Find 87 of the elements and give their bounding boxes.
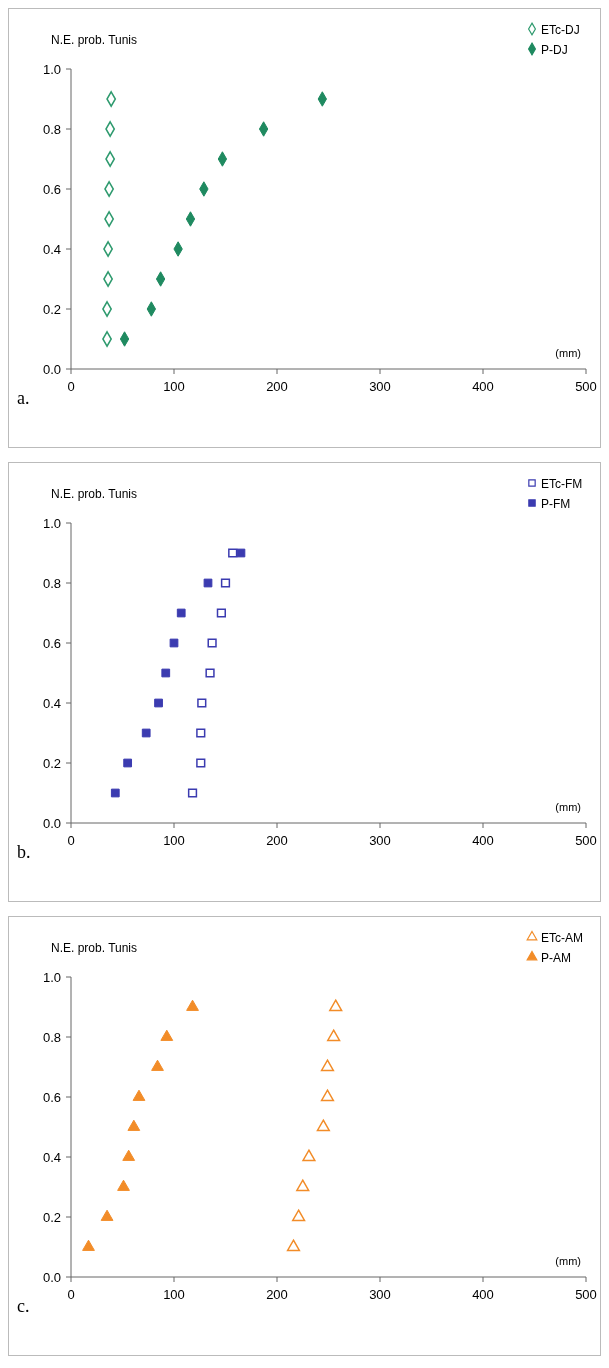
x-axis-title: (mm)	[555, 1255, 581, 1267]
point	[160, 1029, 174, 1041]
point	[127, 1119, 141, 1131]
y-tick-label: 1.0	[42, 970, 61, 985]
y-tick-label: 1.0	[42, 62, 61, 77]
x-tick-label: 100	[163, 833, 185, 848]
x-tick-label: 400	[472, 1287, 494, 1302]
point	[100, 1209, 114, 1221]
point	[176, 608, 186, 618]
x-tick-label: 500	[575, 379, 597, 394]
legend-label: ETc-FM	[541, 477, 583, 491]
point	[197, 698, 207, 708]
legend-label: ETc-AM	[541, 931, 583, 945]
point	[302, 1149, 316, 1162]
x-axis-title: (mm)	[555, 801, 581, 813]
point	[220, 578, 231, 588]
x-tick-label: 0	[67, 833, 75, 848]
y-tick-label: 0.4	[42, 696, 61, 711]
point	[187, 788, 198, 798]
point	[320, 1059, 335, 1072]
x-tick-label: 0	[67, 1287, 75, 1302]
x-tick-label: 0	[67, 379, 75, 394]
y-tick-label: 0.0	[42, 362, 61, 377]
point	[110, 788, 120, 798]
y-tick-label: 0.6	[42, 1090, 61, 1105]
point	[117, 1179, 130, 1191]
point	[205, 668, 215, 678]
y-axis-title: N.E. prob. Tunis	[51, 941, 138, 955]
point	[154, 698, 163, 708]
y-tick-label: 0.0	[42, 816, 61, 831]
text: b.	[17, 842, 31, 862]
x-tick-label: 100	[163, 379, 185, 394]
y-axis-title: N.E. prob. Tunis	[51, 487, 138, 501]
point	[236, 548, 246, 558]
point	[228, 548, 238, 558]
point	[296, 1179, 310, 1192]
x-tick-label: 400	[472, 833, 494, 848]
point	[123, 758, 133, 768]
x-tick-label: 300	[369, 833, 391, 848]
x-tick-label: 500	[575, 833, 597, 848]
text: a.	[17, 388, 30, 408]
point	[203, 578, 213, 588]
point	[82, 1239, 95, 1251]
point	[196, 758, 206, 768]
point	[141, 728, 151, 738]
legend-label: P-DJ	[541, 43, 568, 57]
x-tick-label: 100	[163, 1287, 185, 1302]
point	[169, 638, 179, 648]
x-tick-label: 300	[369, 379, 391, 394]
point	[216, 608, 226, 618]
point	[327, 1029, 341, 1042]
point	[132, 1089, 146, 1101]
point	[320, 1089, 335, 1102]
legend-label: P-FM	[541, 497, 571, 511]
y-tick-label: 0.6	[42, 182, 61, 197]
point	[291, 1209, 306, 1222]
text: c.	[17, 1296, 30, 1316]
x-tick-label: 300	[369, 1287, 391, 1302]
point	[207, 638, 217, 648]
x-tick-label: 200	[266, 833, 288, 848]
legend-label: P-AM	[541, 951, 571, 965]
point	[329, 999, 343, 1012]
y-tick-label: 0.8	[42, 122, 61, 137]
y-tick-label: 0.6	[42, 636, 61, 651]
point	[286, 1239, 301, 1252]
y-tick-label: 0.8	[42, 1030, 61, 1045]
point	[186, 999, 199, 1011]
y-tick-label: 1.0	[42, 516, 61, 531]
y-tick-label: 0.2	[42, 1210, 61, 1225]
y-tick-label: 0.4	[42, 242, 61, 257]
point	[151, 1059, 164, 1071]
x-tick-label: 200	[266, 1287, 288, 1302]
y-tick-label: 0.0	[42, 1270, 61, 1285]
x-axis-title: (mm)	[555, 347, 581, 359]
legend-label: ETc-DJ	[541, 23, 580, 37]
y-tick-label: 0.2	[42, 302, 61, 317]
point	[122, 1149, 136, 1161]
y-axis-title: N.E. prob. Tunis	[51, 33, 138, 47]
y-tick-label: 0.8	[42, 576, 61, 591]
y-tick-label: 0.4	[42, 1150, 61, 1165]
y-tick-label: 0.2	[42, 756, 61, 771]
point	[316, 1119, 330, 1132]
x-tick-label: 200	[266, 379, 288, 394]
x-tick-label: 400	[472, 379, 494, 394]
x-tick-label: 500	[575, 1287, 597, 1302]
point	[196, 728, 206, 738]
point	[161, 668, 171, 678]
